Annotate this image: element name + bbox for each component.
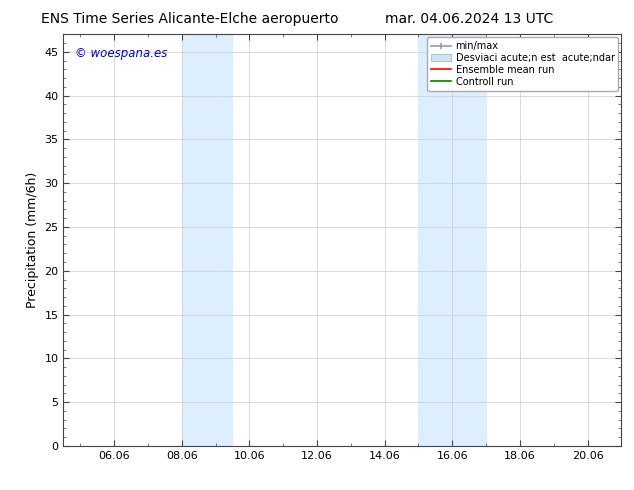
Bar bbox=[182, 34, 233, 446]
Text: mar. 04.06.2024 13 UTC: mar. 04.06.2024 13 UTC bbox=[385, 12, 553, 26]
Legend: min/max, Desviaci acute;n est  acute;ndar, Ensemble mean run, Controll run: min/max, Desviaci acute;n est acute;ndar… bbox=[427, 37, 618, 91]
Text: ENS Time Series Alicante-Elche aeropuerto: ENS Time Series Alicante-Elche aeropuert… bbox=[41, 12, 339, 26]
Text: © woespana.es: © woespana.es bbox=[75, 47, 167, 60]
Y-axis label: Precipitation (mm/6h): Precipitation (mm/6h) bbox=[26, 172, 39, 308]
Bar bbox=[418, 34, 486, 446]
